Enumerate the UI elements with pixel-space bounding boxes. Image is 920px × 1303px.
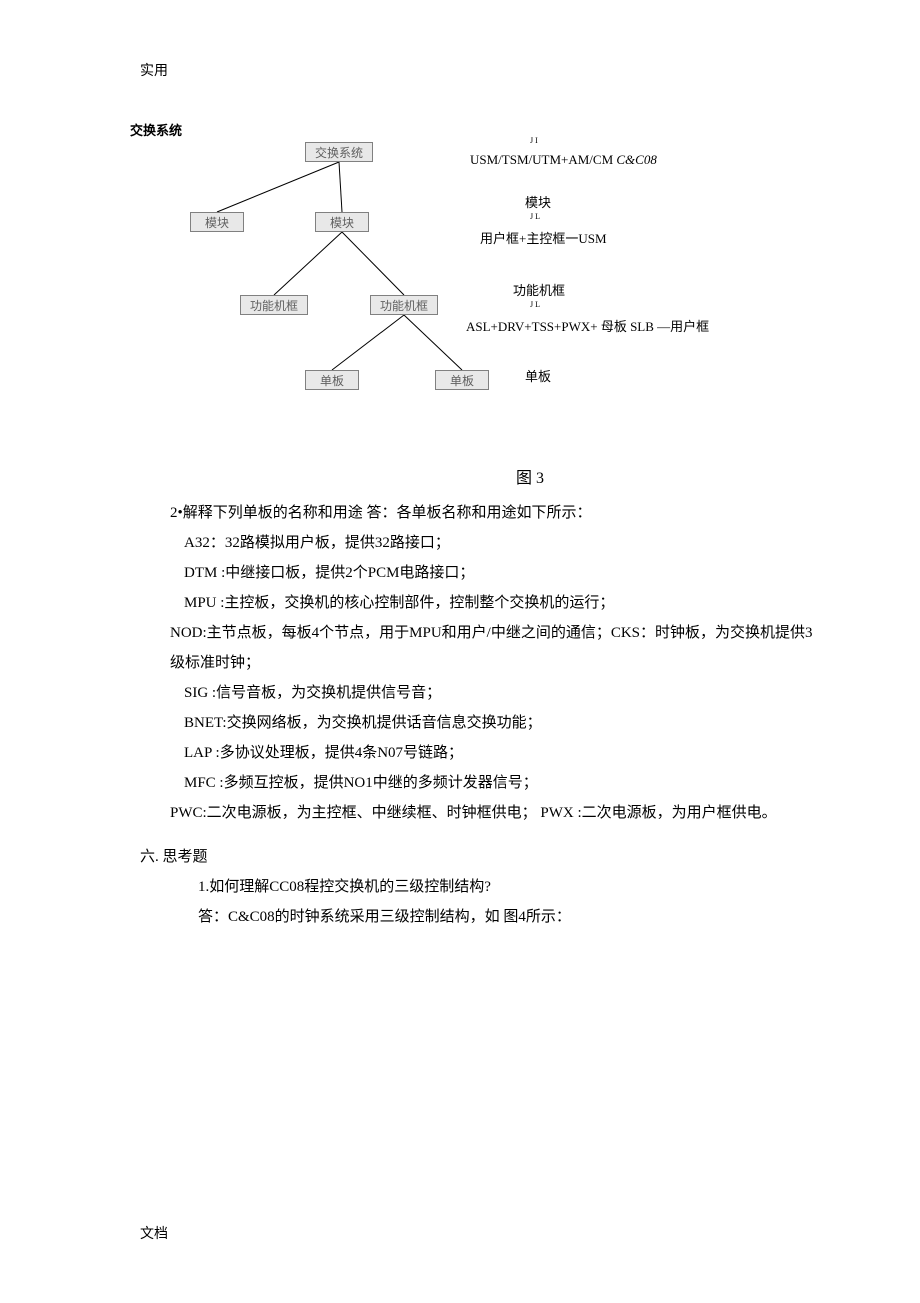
page-header: 实用 <box>140 60 820 80</box>
right-label-8: 单板 <box>525 366 551 385</box>
node-mod1: 模块 <box>190 212 244 232</box>
right-label-7: ASL+DRV+TSS+PWX+ 母板 SLB —用户框 <box>466 316 709 335</box>
right-label-5: 功能机框 <box>513 280 565 299</box>
node-func2: 功能机框 <box>370 295 438 315</box>
line-sig: SIG :信号音板，为交换机提供信号音； <box>184 678 820 708</box>
line-mpu: MPU :主控板，交换机的核心控制部件，控制整个交换机的运行； <box>184 588 820 618</box>
diagram-figure3: 交换系统 交换系统模块模块功能机框功能机框单板单板 J IUSM/TSM/UTM… <box>130 120 820 460</box>
figure-caption: 图 3 <box>240 464 820 488</box>
node-root: 交换系统 <box>305 142 373 162</box>
line-mfc: MFC :多频互控板，提供NO1中继的多频计发器信号； <box>184 768 820 798</box>
right-label-2: 模块 <box>525 192 551 211</box>
section-6-heading: 六. 思考题 <box>140 842 820 872</box>
right-label-0: J I <box>530 136 538 145</box>
node-mod2: 模块 <box>315 212 369 232</box>
diagram-title: 交换系统 <box>130 120 182 139</box>
right-label-1: USM/TSM/UTM+AM/CM C&C08 <box>470 152 657 168</box>
node-bd1: 单板 <box>305 370 359 390</box>
question-2: 2•解释下列单板的名称和用途 答：各单板名称和用途如下所示： <box>170 498 820 528</box>
right-label-4: 用户框+主控框一USM <box>480 228 607 247</box>
line-lap: LAP :多协议处理板，提供4条N07号链路； <box>184 738 820 768</box>
right-label-6: J L <box>530 300 540 309</box>
node-bd2: 单板 <box>435 370 489 390</box>
line-a32: A32：32路模拟用户板，提供32路接口； <box>184 528 820 558</box>
right-label-3: J L <box>530 212 540 221</box>
line-nod: NOD:主节点板，每板4个节点，用于MPU和用户/中继之间的通信；CKS：时钟板… <box>170 618 820 678</box>
content-body: 2•解释下列单板的名称和用途 答：各单板名称和用途如下所示： A32：32路模拟… <box>170 498 820 932</box>
answer-1: 答：C&C08的时钟系统采用三级控制结构，如 图4所示： <box>198 902 820 932</box>
line-bnet: BNET:交换网络板，为交换机提供话音信息交换功能； <box>184 708 820 738</box>
line-pwc: PWC:二次电源板，为主控框、中继续框、时钟框供电； PWX :二次电源板，为用… <box>170 798 820 828</box>
question-1: 1.如何理解CC08程控交换机的三级控制结构? <box>198 872 820 902</box>
page-footer: 文档 <box>140 1223 168 1243</box>
line-dtm: DTM :中继接口板，提供2个PCM电路接口； <box>184 558 820 588</box>
node-func1: 功能机框 <box>240 295 308 315</box>
